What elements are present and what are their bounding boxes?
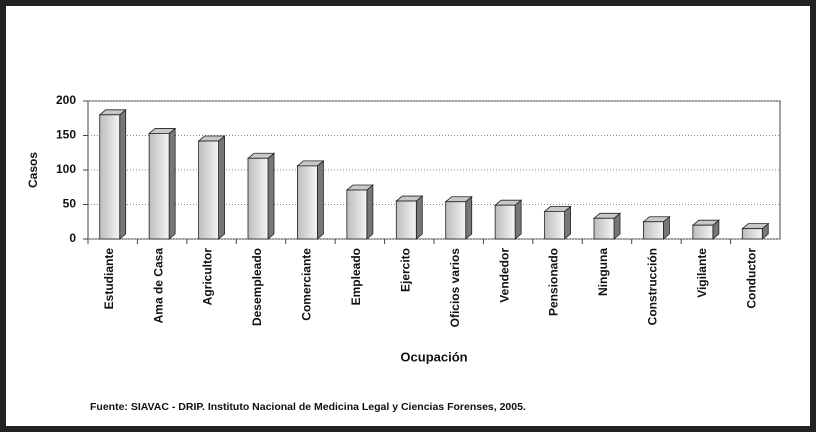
- x-tick-label: Empleado: [349, 248, 363, 305]
- x-tick-label: Ejercito: [398, 248, 412, 292]
- bar-front: [494, 204, 516, 240]
- bar-front: [544, 210, 565, 240]
- bar-front: [593, 217, 615, 240]
- bar: [148, 127, 177, 240]
- x-tick-label: Conductor: [744, 248, 758, 309]
- bar-side: [267, 152, 275, 240]
- bar-side: [465, 195, 473, 240]
- y-tick-label: 200: [56, 93, 76, 107]
- bar-front: [247, 157, 269, 240]
- bar: [543, 205, 572, 240]
- y-tick-label: 150: [56, 128, 76, 142]
- bar: [592, 212, 622, 240]
- x-tick-label: Comerciante: [300, 248, 314, 321]
- bar: [296, 160, 325, 240]
- bar-side: [317, 160, 324, 240]
- bar: [98, 108, 127, 240]
- bar-front: [346, 189, 368, 240]
- bar-front: [395, 200, 417, 240]
- bar-side: [514, 199, 522, 240]
- x-tick-label: Pensionado: [547, 248, 561, 316]
- x-axis-title: Ocupación: [400, 349, 467, 364]
- bar-side: [564, 205, 571, 240]
- x-tick-label: Oficios varios: [448, 248, 462, 328]
- y-axis-title: Casos: [26, 152, 40, 188]
- bar: [691, 219, 720, 240]
- bar-front: [445, 201, 467, 240]
- bar-front: [148, 133, 170, 240]
- bar: [345, 184, 374, 240]
- bar: [197, 135, 226, 240]
- x-tick-label: Construcción: [646, 248, 660, 325]
- x-tick-label: Agricultor: [201, 248, 215, 306]
- y-tick-label: 0: [69, 231, 76, 245]
- bar-side: [218, 135, 225, 240]
- bar-front: [198, 140, 219, 240]
- bar-side: [366, 184, 374, 240]
- x-tick-label: Estudiante: [102, 248, 116, 310]
- bar: [246, 152, 276, 240]
- bar-front: [297, 165, 318, 240]
- x-tick-label: Vigilante: [695, 248, 709, 298]
- bar: [741, 222, 770, 240]
- bar: [395, 195, 424, 240]
- bar-front: [643, 221, 664, 240]
- x-tick-label: Desempleado: [250, 248, 264, 326]
- y-tick-label: 50: [63, 197, 77, 211]
- bar: [642, 215, 671, 240]
- bar-front: [692, 224, 714, 240]
- bar: [444, 195, 473, 240]
- bar: [494, 199, 523, 240]
- y-tick-label: 100: [56, 162, 76, 176]
- x-tick-label: Ninguna: [596, 248, 610, 296]
- bar-side: [119, 108, 127, 240]
- x-tick-label: Vendedor: [497, 248, 511, 303]
- bar-side: [415, 195, 423, 240]
- bar-side: [168, 127, 176, 240]
- x-tick-label: Ama de Casa: [151, 248, 165, 324]
- bar-front: [741, 228, 763, 240]
- bar-front: [99, 114, 121, 240]
- source-note: Fuente: SIAVAC - DRIP. Instituto Naciona…: [90, 401, 526, 413]
